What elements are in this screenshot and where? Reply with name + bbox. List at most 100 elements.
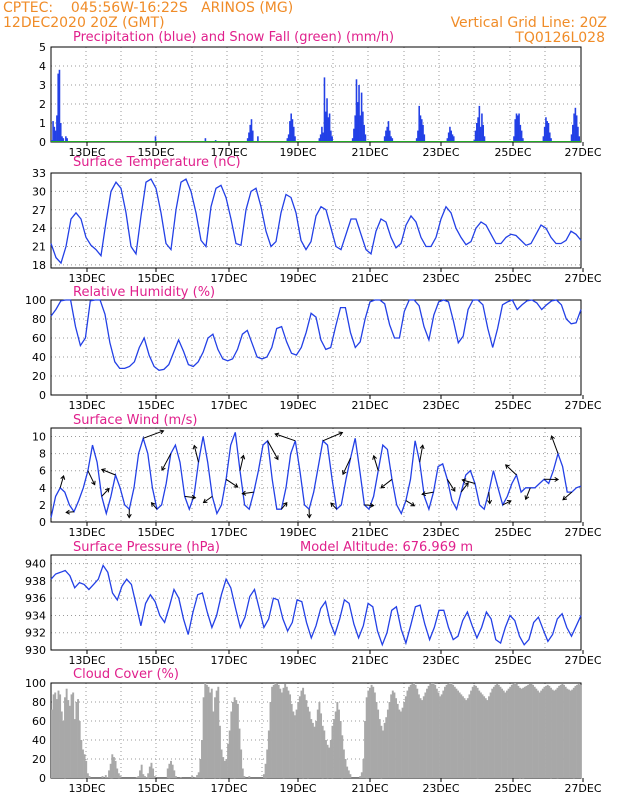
cloud-bar — [52, 694, 55, 778]
cloud-bar — [396, 703, 399, 778]
precip-bar — [519, 124, 522, 142]
wind-arrow-head — [60, 474, 66, 480]
precip-bar — [513, 136, 515, 142]
precip-bar — [474, 130, 477, 142]
cloud-bar — [223, 760, 226, 778]
cloud-bar — [401, 707, 404, 778]
cloud-bar — [334, 711, 337, 778]
cloud-bar — [572, 687, 575, 779]
precip-bar — [362, 111, 364, 142]
cloud-bar — [70, 694, 73, 778]
temp-y-tick-label: 30 — [32, 185, 46, 198]
cloud-bar — [336, 702, 339, 778]
pressure-x-tick-label: 19DEC — [279, 654, 316, 667]
cloud-bar — [494, 684, 497, 778]
cloud-bar — [88, 776, 91, 778]
precip-x-tick-label: 27DEC — [564, 146, 601, 159]
precip-frame — [50, 46, 582, 143]
cloud-bar — [333, 719, 336, 778]
header-grid-line: Vertical Grid Line: 20Z — [450, 15, 607, 31]
cloud-bar — [204, 683, 207, 778]
cloud-bar — [574, 685, 577, 778]
cloud-bar — [307, 706, 309, 779]
rh-x-tick-label: 19DEC — [279, 399, 316, 412]
cloud-bar — [233, 697, 236, 779]
cloud-bar — [453, 686, 456, 778]
precip-bar — [516, 115, 519, 142]
wind-arrow — [242, 491, 254, 495]
precip-bar — [52, 121, 54, 142]
wind-arrow-head — [461, 478, 467, 484]
cloud-bar — [77, 699, 80, 778]
precip-bar — [420, 119, 423, 142]
cloud-bar — [461, 696, 464, 778]
pressure-x-tick-label: 27DEC — [564, 654, 601, 667]
wind-x-tick-label: 17DEC — [210, 526, 247, 539]
precip-bar — [573, 113, 575, 142]
wind-arrow — [380, 478, 393, 489]
cloud-bar — [507, 688, 510, 778]
header-location: CPTEC: 045:56W-16:22S ARINOS (MG) — [3, 0, 294, 16]
wind-frame — [50, 427, 582, 523]
precip-bar — [385, 130, 387, 142]
precip-y-tick-label: 1 — [39, 117, 46, 130]
cloud-bar — [207, 686, 210, 778]
cloud-bar — [289, 694, 292, 778]
cloud-x-tick-label: 23DEC — [422, 782, 459, 795]
precip-bar — [542, 136, 545, 142]
cloud-bar — [432, 683, 435, 778]
cloud-bar — [323, 730, 326, 778]
rh-x-tick-label: 27DEC — [564, 399, 601, 412]
cloud-bar — [135, 777, 138, 778]
wind-arrow-head — [150, 502, 156, 507]
precip-x-tick-label: 17DEC — [210, 146, 247, 159]
precip-bar — [575, 115, 578, 142]
cloud-x-tick-label: 27DEC — [564, 782, 601, 795]
cloud-bar — [380, 725, 383, 779]
precip-bar — [479, 126, 482, 142]
precip-bar — [520, 130, 523, 142]
temp-y-tick-label: 33 — [32, 167, 46, 180]
cloud-bar — [191, 776, 194, 778]
cloud-bar — [416, 688, 419, 778]
precip-x-tick-label: 15DEC — [137, 146, 174, 159]
cloud-bar — [417, 694, 420, 778]
cloud-bar — [514, 683, 517, 778]
cloud-bar — [344, 759, 347, 778]
temp-y-tick-label: 24 — [32, 222, 46, 235]
temp-x-tick-label: 15DEC — [137, 272, 174, 285]
rh-series-line — [50, 299, 582, 371]
cloud-bar — [566, 688, 569, 778]
precip-bar — [390, 136, 392, 142]
wind-y-tick-label: 0 — [39, 516, 46, 529]
cloud-bar — [227, 743, 230, 778]
precip-bar — [321, 126, 323, 142]
cloud-bar — [525, 685, 528, 778]
pressure-y-tick-label: 938 — [25, 575, 46, 588]
precip-bar — [387, 121, 390, 142]
wind-arrow-head — [450, 487, 456, 492]
cloud-bar — [535, 688, 538, 778]
temp-x-tick-label: 25DEC — [494, 272, 531, 285]
cloud-bar — [452, 684, 455, 778]
precip-bar — [355, 79, 358, 142]
rh-x-tick-label: 23DEC — [422, 399, 459, 412]
cloud-bar — [196, 775, 199, 778]
precip-bar — [482, 124, 485, 142]
cloud-bar — [447, 684, 450, 778]
cloud-bar — [532, 684, 535, 778]
rh-y-tick-label: 20 — [32, 370, 46, 383]
precip-bar — [423, 134, 426, 142]
rh-x-tick-label: 17DEC — [210, 399, 247, 412]
cloud-bar — [243, 776, 246, 778]
wind-arrow — [488, 492, 491, 504]
cloud-bar — [546, 684, 549, 778]
cloud-bar — [554, 689, 557, 778]
cloud-bar — [519, 687, 521, 779]
cloud-bar — [225, 759, 228, 778]
cloud-bar — [419, 698, 422, 778]
wind-x-tick-label: 21DEC — [351, 526, 388, 539]
cloud-bar — [328, 747, 331, 778]
precip-bar — [452, 136, 455, 142]
cloud-bar — [528, 684, 531, 778]
